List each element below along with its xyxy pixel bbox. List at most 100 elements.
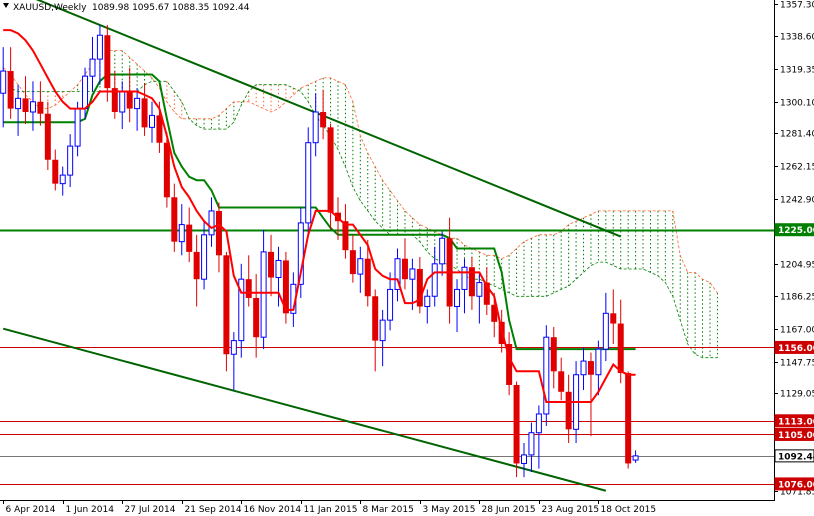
candle-body: [22, 98, 29, 112]
trendline-upper: [35, 0, 622, 238]
candle-body: [416, 268, 423, 307]
candle-body: [535, 413, 542, 434]
candle: [364, 239, 371, 307]
date-tick-label: 8 Mar 2015: [363, 505, 414, 515]
candle-body: [580, 360, 587, 376]
candle-body: [119, 91, 126, 113]
candle-body: [454, 288, 461, 307]
price-tick-label: 1338.60: [780, 33, 814, 43]
candle: [439, 231, 446, 276]
candle-body: [305, 142, 312, 224]
candle-body: [364, 258, 371, 297]
candle-body: [342, 221, 349, 251]
candle: [357, 246, 364, 293]
candle: [201, 221, 208, 290]
candle: [595, 340, 602, 396]
level-badge-text: 1092.44: [778, 452, 814, 462]
candle: [126, 67, 133, 123]
candle-body: [104, 35, 111, 89]
candle: [104, 24, 111, 102]
candle-body: [260, 251, 267, 338]
candle-body: [632, 455, 639, 461]
candle: [379, 309, 386, 367]
price-tick-label: 1242.90: [780, 196, 814, 206]
candle: [461, 258, 468, 314]
candle: [260, 229, 267, 350]
level-badge-bg: [774, 477, 814, 491]
candle: [29, 81, 36, 131]
triangle-down-icon[interactable]: [3, 3, 9, 8]
candle: [483, 267, 490, 316]
candle-body: [357, 258, 364, 275]
price-tick-label: 1262.15: [780, 163, 814, 173]
level-badge-bg: [774, 340, 814, 354]
candle: [468, 257, 475, 310]
candle-body: [89, 58, 96, 77]
price-level-labels: 1225.00 1156.00 1113.00 1105.00 1092.44 1076.…: [774, 223, 814, 491]
date-axis[interactable]: 6 Apr 2014 1 Jun 2014 27 Jul 2014 21 Sep 20…: [3, 500, 657, 515]
candle-body: [506, 344, 513, 385]
price-tick-label: 1204.95: [780, 261, 814, 271]
candle: [163, 132, 170, 208]
candle-body: [587, 361, 594, 375]
candle-body: [394, 258, 401, 290]
candle: [506, 332, 513, 396]
candle-body: [126, 91, 133, 109]
candle: [37, 81, 44, 126]
candle: [625, 371, 632, 469]
tenkan-sen: [3, 29, 636, 403]
price-axis[interactable]: 1357.30 1338.60 1319.35 1300.10 1281.40 1262.…: [774, 1, 814, 498]
candle: [632, 450, 639, 463]
candle: [275, 246, 282, 307]
candle-body: [617, 323, 624, 374]
candle-body: [59, 174, 66, 185]
date-tick-label: 28 Jun 2015: [482, 505, 536, 515]
candle-body: [602, 312, 609, 350]
candle-body: [320, 111, 327, 128]
candle: [312, 93, 319, 157]
candle-body: [82, 75, 89, 110]
candle: [543, 325, 550, 426]
level-badge-1092.44: 1092.44: [774, 449, 814, 463]
date-tick-label: 21 Sep 2014: [185, 505, 242, 515]
candle-body: [215, 210, 222, 256]
price-tick-label: 1319.35: [780, 66, 814, 76]
level-badge-bg: [774, 414, 814, 428]
candle: [223, 251, 230, 372]
candle: [52, 149, 59, 191]
level-badge-text: 1105.00: [778, 431, 814, 441]
candle: [67, 134, 74, 188]
candle: [476, 272, 483, 324]
candle: [528, 422, 535, 472]
candle-body: [565, 391, 572, 430]
candle-body: [327, 127, 334, 213]
level-badge-1105.00: 1105.00: [774, 427, 814, 441]
senkou-span-a: [2, 50, 718, 294]
candle: [230, 332, 237, 391]
candle-body: [0, 70, 7, 94]
candle: [565, 374, 572, 443]
level-badge-bg: [774, 223, 814, 237]
chart-header: XAUUSD,Weekly 1089.98 1095.67 1088.35 10…: [3, 3, 250, 13]
candle-body: [67, 145, 74, 176]
candle-body: [44, 113, 51, 160]
candle: [22, 76, 29, 124]
level-badge-text: 1156.00: [778, 344, 814, 354]
date-tick-label: 23 Aug 2015: [542, 505, 600, 515]
candle-body: [7, 71, 14, 109]
date-tick-label: 16 Nov 2014: [244, 505, 302, 515]
candle-body: [111, 88, 118, 112]
date-tick-label: 3 May 2015: [423, 505, 476, 515]
candle-body: [238, 278, 245, 342]
candle-body: [595, 348, 602, 376]
candle-body: [156, 115, 163, 143]
price-tick-label: 1281.40: [780, 130, 814, 140]
candle-body: [550, 337, 557, 372]
level-badge-bg: [774, 427, 814, 441]
price-tick-label: 1071.85: [780, 488, 814, 498]
candle-body: [528, 432, 535, 456]
candle: [59, 166, 66, 196]
candle-body: [37, 101, 44, 114]
candle-body: [424, 295, 431, 307]
